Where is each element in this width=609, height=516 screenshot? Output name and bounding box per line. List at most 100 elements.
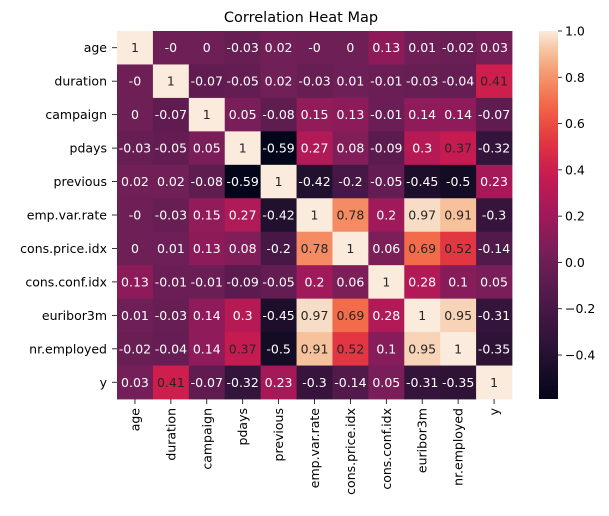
heatmap-cell: [332, 64, 369, 99]
cell-value-label: 1: [239, 141, 247, 156]
heatmap-cell: [188, 64, 226, 99]
cell-value-label: -0.02: [119, 341, 151, 356]
cell-value-label: 0.2: [376, 208, 396, 223]
row-label: duration: [54, 74, 107, 89]
colorbar-tick-label: 0.6: [565, 116, 585, 131]
heatmap-cell: [260, 97, 297, 132]
colorbar-tick-label: 0.0: [565, 255, 585, 270]
heatmap-cell: [117, 31, 154, 65]
cell-value-label: -0.03: [406, 74, 438, 89]
colorbar-tick-label: −0.4: [565, 348, 595, 363]
heatmap-cell: [404, 231, 441, 266]
colorbar: −0.4 −0.2 0.0 0.2 0.4 0.6 0.8 1.0: [539, 24, 595, 399]
heatmap-cell: [296, 332, 333, 366]
cell-value-label: -0.5: [266, 341, 290, 356]
cell-value-label: -0.01: [191, 274, 223, 289]
heatmap-cell: [368, 131, 405, 166]
cell-value-label: -0.05: [370, 174, 402, 189]
heatmap-cell: [188, 265, 226, 300]
cell-value-label: 0.03: [480, 40, 508, 55]
cell-value-label: 0.41: [157, 375, 185, 390]
row-label: campaign: [45, 107, 107, 122]
heatmap-cell: [224, 198, 262, 233]
heatmap-cell: [476, 131, 513, 166]
cell-value-label: 0.23: [265, 375, 293, 390]
column-label: y: [487, 407, 502, 415]
cell-value-label: -0.09: [227, 274, 259, 289]
cell-value-label: 0.1: [448, 274, 468, 289]
cell-value-label: -0: [129, 74, 142, 89]
cell-value-label: 0.2: [305, 274, 325, 289]
cell-value-label: 1: [203, 107, 211, 122]
heatmap-cell: [188, 198, 226, 233]
cell-value-label: -0.03: [298, 74, 330, 89]
cell-value-label: -0.5: [446, 174, 470, 189]
row-label: cons.conf.idx: [25, 274, 107, 289]
cell-value-label: 0.06: [336, 274, 364, 289]
cell-value-label: 0.91: [301, 341, 329, 356]
cell-value-label: 0: [203, 40, 211, 55]
cell-value-label: -0: [308, 40, 321, 55]
column-label: emp.var.rate: [307, 408, 322, 488]
cell-value-label: 0.02: [157, 174, 185, 189]
cell-value-label: 0.01: [408, 40, 436, 55]
colorbar-tick-label: 0.4: [565, 162, 585, 177]
cell-value-label: -0.08: [262, 107, 294, 122]
cell-value-label: -0.03: [227, 40, 259, 55]
cell-value-label: 0.69: [336, 308, 364, 323]
heatmap-cell: [368, 64, 405, 99]
cell-value-label: 0.52: [444, 241, 472, 256]
heatmap-cell: [188, 131, 226, 166]
cell-value-label: 0.13: [336, 107, 364, 122]
cell-value-label: 0.69: [408, 241, 436, 256]
cell-value-label: 0.15: [193, 208, 221, 223]
cell-value-label: -0.32: [478, 141, 510, 156]
cell-value-label: -0.05: [155, 141, 187, 156]
cell-value-label: -0.14: [478, 241, 510, 256]
heatmap-cell: [332, 198, 369, 233]
row-label: euribor3m: [42, 308, 107, 323]
cell-value-label: 0.01: [336, 74, 364, 89]
cell-value-label: 0.14: [193, 308, 221, 323]
heatmap-cell: [368, 332, 405, 366]
cell-value-label: 0.14: [408, 107, 436, 122]
heatmap-cell: [117, 131, 154, 166]
cell-value-label: -0.2: [338, 174, 362, 189]
cell-value-label: -0.35: [478, 341, 510, 356]
cell-value-label: -0.09: [370, 141, 402, 156]
cell-value-label: -0.02: [442, 40, 474, 55]
heatmap-cell: [440, 332, 477, 366]
heatmap-cell: [117, 198, 154, 233]
heatmap-cell: [332, 31, 369, 65]
heatmap-cell: [188, 298, 226, 333]
row-label: nr.employed: [29, 341, 107, 356]
heatmap-cell: [440, 97, 477, 132]
heatmap-cell: [152, 365, 190, 400]
chart-title: Correlation Heat Map: [224, 10, 378, 26]
cell-value-label: -0.05: [227, 74, 259, 89]
heatmap-cell: [332, 332, 369, 366]
cell-value-label: 0.28: [372, 308, 400, 323]
cell-value-label: 0.3: [412, 141, 432, 156]
heatmap-cell: [117, 164, 154, 199]
cell-value-label: 0.91: [444, 208, 472, 223]
heatmap-cell: [224, 131, 262, 166]
heatmap-cell: [188, 332, 226, 366]
cell-value-label: 0: [131, 241, 139, 256]
column-label: previous: [271, 408, 286, 461]
colorbar-tick-label: 0.8: [565, 70, 585, 85]
cell-value-label: 1: [346, 241, 354, 256]
cell-value-label: 1: [490, 375, 498, 390]
heatmap-cell: [296, 265, 333, 300]
heatmap-cell: [332, 231, 369, 266]
heatmap-cell: [152, 231, 190, 266]
heatmap-cells: [117, 31, 513, 400]
cell-value-label: -0.03: [155, 308, 187, 323]
cell-value-label: 0.27: [229, 208, 257, 223]
heatmap-cell: [117, 365, 154, 400]
heatmap-cell: [224, 64, 262, 99]
heatmap-cell: [296, 97, 333, 132]
heatmap-cell: [404, 31, 441, 65]
column-label: cons.price.idx: [343, 408, 358, 495]
